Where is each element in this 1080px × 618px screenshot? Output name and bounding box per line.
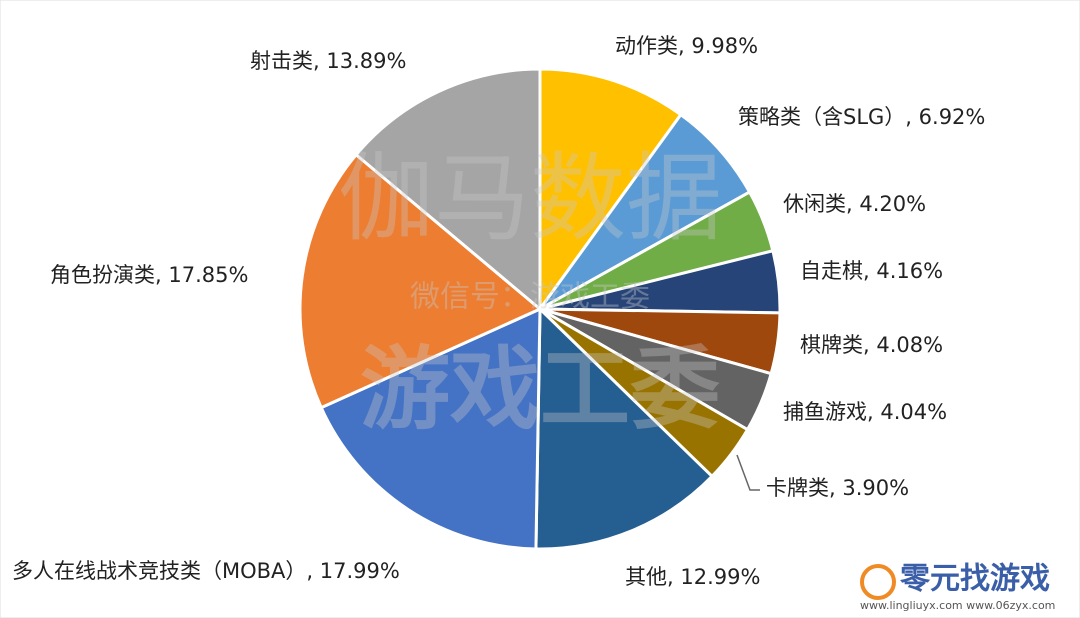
data-label: 其他, 12.99% — [625, 565, 760, 589]
watermark-main: 伽马数据 — [338, 142, 722, 254]
leader-line — [736, 454, 760, 491]
data-label: 动作类, 9.98% — [615, 34, 758, 58]
logo-url: www.lingliuyx.com www.06zyx.com — [860, 599, 1055, 612]
pie-slice — [538, 112, 752, 311]
pie-slice — [319, 306, 542, 551]
data-label: 角色扮演类, 17.85% — [50, 263, 248, 287]
logo-icon — [860, 564, 896, 600]
watermark-bottom: 游戏工委 — [360, 337, 720, 442]
data-label: 休闲类, 4.20% — [783, 192, 926, 216]
data-label: 射击类, 13.89% — [250, 49, 406, 73]
pie-slice — [534, 305, 715, 551]
logo-name: 零元找游戏 — [900, 562, 1050, 597]
data-label: 自走棋, 4.16% — [800, 259, 943, 283]
data-label: 策略类（含SLG）, 6.92% — [738, 105, 985, 129]
pie-slice — [354, 67, 542, 313]
watermark-sub: 微信号：游戏工委 — [410, 280, 650, 315]
pie-slice — [538, 67, 683, 314]
pie-slice — [298, 152, 543, 410]
data-label: 多人在线战术竞技类（MOBA）, 17.99% — [12, 559, 400, 583]
data-label: 卡牌类, 3.90% — [766, 476, 909, 500]
data-label: 捕鱼游戏, 4.04% — [783, 400, 947, 424]
data-label: 棋牌类, 4.08% — [800, 333, 943, 357]
pie — [298, 67, 782, 551]
